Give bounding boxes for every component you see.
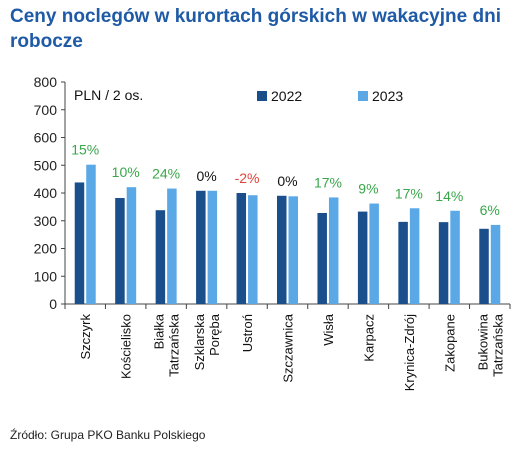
change-label: 6% — [480, 202, 500, 218]
bar-2023 — [207, 190, 218, 304]
bar-2022 — [236, 193, 247, 304]
bar-2023 — [86, 164, 96, 304]
legend-label-2023: 2023 — [372, 88, 403, 104]
bar-2023 — [167, 188, 177, 304]
source-note: Źródło: Grupa PKO Banku Polskiego — [10, 428, 206, 442]
y-tick-label: 0 — [49, 296, 57, 312]
bar-2023 — [328, 197, 339, 304]
change-label: 0% — [277, 173, 297, 189]
category-label-line: Tatrzańska — [167, 313, 182, 377]
legend-swatch-2023 — [358, 91, 368, 101]
bar-2022 — [74, 182, 85, 304]
bars — [74, 164, 501, 304]
legend-label-2022: 2022 — [271, 88, 302, 104]
change-label: -2% — [235, 170, 260, 186]
category-label-line: Tatrzańska — [490, 313, 505, 377]
category-label-line: Kościelisko — [119, 314, 134, 379]
category-label-line: Zakopane — [442, 314, 457, 372]
change-label: 14% — [435, 188, 463, 204]
bar-2022 — [115, 197, 125, 304]
category-label-line: Ustroń — [240, 314, 255, 352]
bar-2023 — [288, 196, 298, 304]
category-label-line: Poręba — [207, 313, 222, 356]
category-label: Szczyrk — [78, 314, 93, 360]
bar-2022 — [357, 211, 368, 304]
category-label: Krynica-Zdrój — [402, 314, 417, 391]
category-label-line: Wisła — [321, 313, 336, 346]
unit-label: PLN / 2 os. — [74, 87, 143, 103]
bar-2023 — [126, 187, 137, 304]
y-tick-label: 300 — [34, 213, 58, 229]
bar-2023 — [409, 208, 420, 304]
y-tick-label: 500 — [34, 157, 58, 173]
bar-2022 — [438, 222, 449, 304]
legend-swatch-2022 — [257, 91, 267, 101]
y-tick-label: 100 — [34, 268, 58, 284]
category-label: Białka Tatrzańska — [152, 313, 182, 377]
y-tick-label: 400 — [34, 185, 58, 201]
category-label: Bukowina Tatrzańska — [475, 313, 505, 377]
category-label: Wisła — [321, 313, 336, 346]
bar-2022 — [398, 221, 408, 304]
category-label: Szklarska Poręba — [192, 313, 222, 370]
bar-2023 — [369, 203, 379, 304]
change-label: 15% — [71, 142, 99, 158]
axes: 0 100 200 300 400 500 600 700 800 — [34, 74, 511, 312]
y-tick-label: 600 — [34, 130, 58, 146]
bar-2022 — [277, 195, 287, 304]
bar-2023 — [490, 224, 501, 304]
bar-2022 — [479, 228, 489, 304]
change-label: 9% — [358, 181, 378, 197]
y-tick-label: 700 — [34, 102, 58, 118]
chart-title: Ceny noclegów w kurortach górskich w wak… — [10, 6, 501, 52]
y-tick-label: 800 — [34, 74, 58, 90]
change-label: 24% — [152, 166, 180, 182]
change-label: 17% — [395, 185, 423, 201]
category-label-line: Bukowina — [475, 313, 490, 370]
bar-2022 — [317, 212, 327, 304]
category-label: Kościelisko — [119, 314, 134, 379]
y-tick-label: 200 — [34, 241, 58, 257]
bar-2023 — [450, 210, 460, 304]
category-label-line: Krynica-Zdrój — [402, 314, 417, 391]
category-label: Zakopane — [442, 314, 457, 372]
change-label: 10% — [112, 164, 140, 180]
bar-2022 — [155, 210, 166, 304]
change-label: 17% — [314, 174, 342, 190]
category-label-line: Szklarska — [192, 313, 207, 370]
category-label: Ustroń — [240, 314, 255, 352]
category-label-line: Szczawnica — [281, 313, 296, 382]
category-label: Szczawnica — [281, 313, 296, 382]
change-label: 0% — [196, 168, 216, 184]
category-label-line: Białka — [152, 313, 167, 349]
category-label: Karpacz — [361, 314, 376, 362]
bar-2022 — [196, 190, 206, 304]
category-label-line: Karpacz — [361, 314, 376, 362]
bar-2023 — [248, 195, 258, 304]
category-label-line: Szczyrk — [78, 314, 93, 360]
